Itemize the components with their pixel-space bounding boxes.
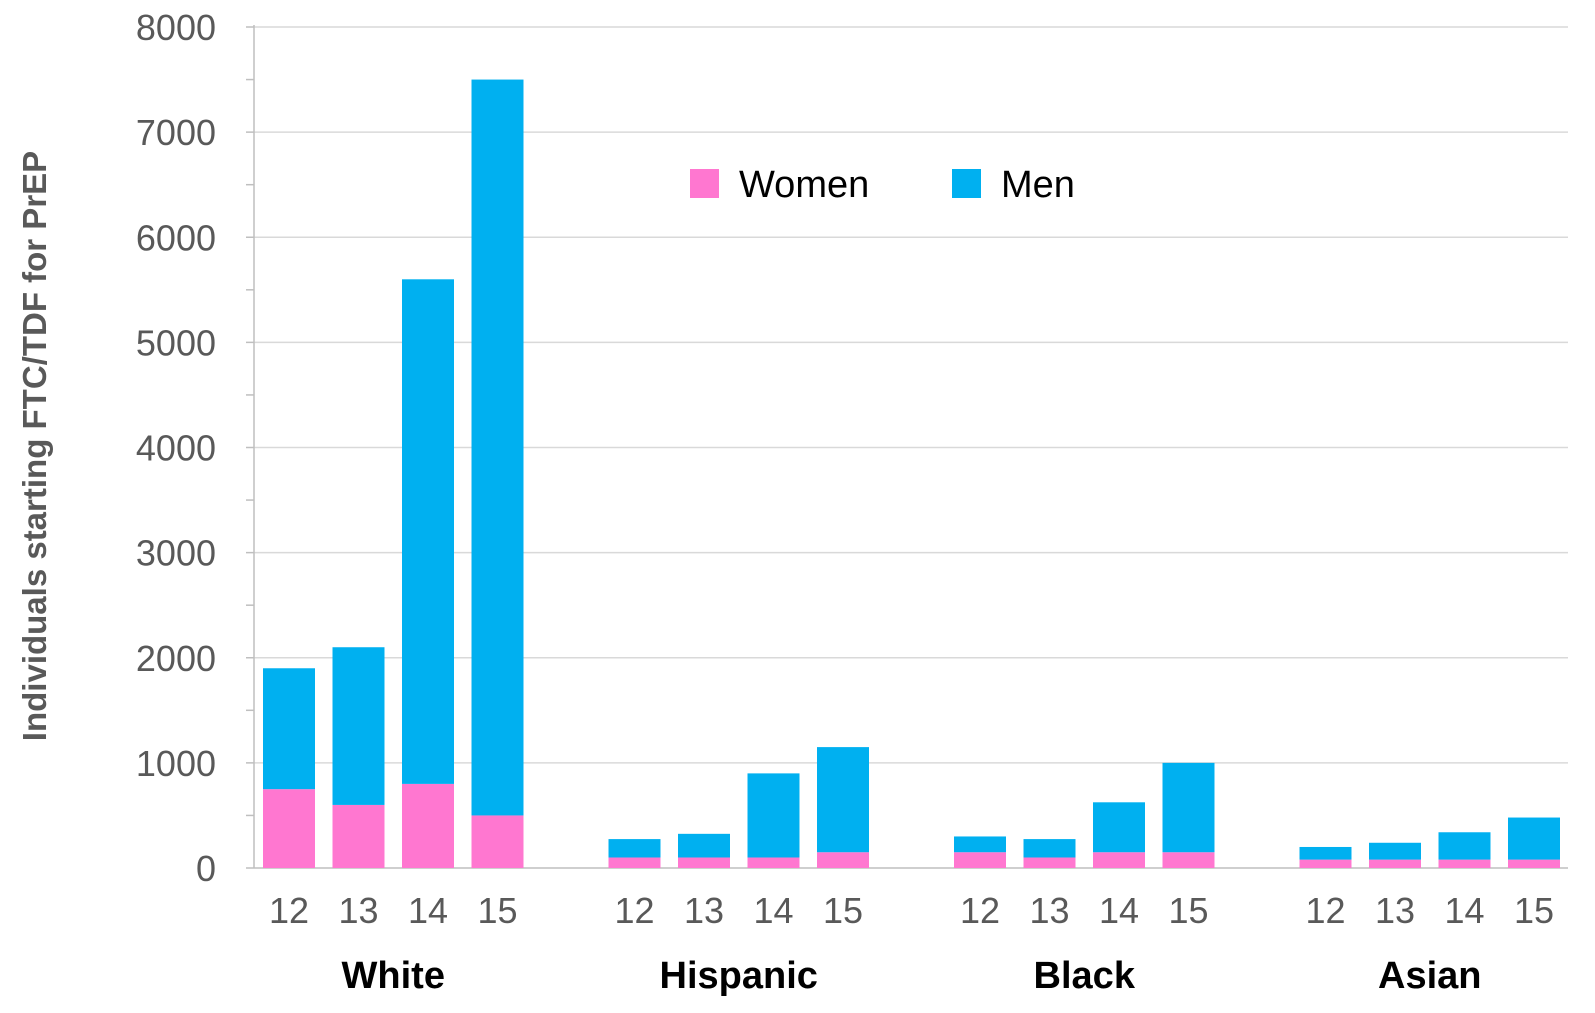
bar-women [1508, 859, 1560, 868]
y-tick-label: 1000 [136, 743, 216, 784]
legend-swatch-men [952, 169, 981, 198]
bar-men [954, 836, 1006, 853]
bar-women [1438, 859, 1491, 868]
group-label: Black [1034, 955, 1136, 997]
bar-men [1299, 846, 1352, 860]
bar-women [402, 783, 454, 868]
bar-men [402, 279, 454, 784]
bar-women [747, 857, 800, 868]
bar-women [1023, 857, 1076, 868]
x-tick-label: 15 [823, 890, 863, 931]
legend-label-men: Men [1001, 164, 1075, 206]
bar-men [1508, 817, 1560, 860]
y-tick-label: 0 [196, 848, 216, 889]
x-tick-label: 12 [1305, 890, 1345, 931]
y-tick-label: 3000 [136, 533, 216, 574]
group-label: Hispanic [660, 955, 818, 997]
bar-women [1369, 859, 1421, 868]
bar-women [678, 857, 730, 868]
bar-women [332, 804, 385, 868]
x-tick-label: 15 [1514, 890, 1554, 931]
x-tick-label: 14 [753, 890, 793, 931]
group-labels: White Hispanic Black Asian [342, 955, 1482, 997]
bar-men [747, 773, 800, 858]
legend: Women Men [690, 164, 1075, 206]
x-tick-label: 15 [1168, 890, 1208, 931]
bar-women [263, 789, 315, 868]
bar-women [1162, 852, 1215, 868]
bar-men [1369, 842, 1421, 860]
x-tick-label: 13 [684, 890, 724, 931]
y-tick-label: 5000 [136, 322, 216, 363]
bar-women [954, 852, 1006, 868]
bar-men [1438, 832, 1491, 860]
y-tick-label: 4000 [136, 428, 216, 469]
bars [263, 79, 1560, 868]
x-tick-label: 12 [960, 890, 1000, 931]
y-tick-label: 7000 [136, 112, 216, 153]
bar-women [1093, 852, 1145, 868]
x-tick-label: 14 [408, 890, 448, 931]
x-tick-label: 12 [269, 890, 309, 931]
tick-labels: 0 1000 2000 3000 4000 5000 6000 7000 8000 12 13 14 1… [136, 7, 1554, 931]
bar-men [471, 79, 524, 816]
bar-women [817, 852, 869, 868]
bar-women [608, 857, 661, 868]
y-axis-label: Individuals starting FTC/TDF for PrEP [16, 151, 53, 741]
x-tick-label: 14 [1444, 890, 1484, 931]
legend-label-women: Women [739, 164, 869, 206]
y-tick-label: 2000 [136, 638, 216, 679]
x-tick-label: 12 [614, 890, 654, 931]
bar-men [332, 647, 385, 805]
y-tick-label: 6000 [136, 217, 216, 258]
bar-men [817, 747, 869, 853]
bar-men [1162, 762, 1215, 853]
x-tick-label: 13 [1375, 890, 1415, 931]
bar-men [608, 839, 661, 858]
bar-men [1093, 802, 1145, 853]
x-tick-label: 13 [1029, 890, 1069, 931]
bar-men [678, 833, 730, 858]
y-tick-label: 8000 [136, 7, 216, 48]
legend-swatch-women [690, 169, 719, 198]
bar-men [1023, 839, 1076, 858]
group-label: White [342, 955, 445, 997]
x-tick-label: 15 [477, 890, 517, 931]
x-tick-label: 13 [338, 890, 378, 931]
bar-men [263, 668, 315, 790]
bar-women [471, 815, 524, 868]
group-label: Asian [1378, 955, 1481, 997]
bar-women [1299, 859, 1352, 868]
x-tick-label: 14 [1099, 890, 1139, 931]
